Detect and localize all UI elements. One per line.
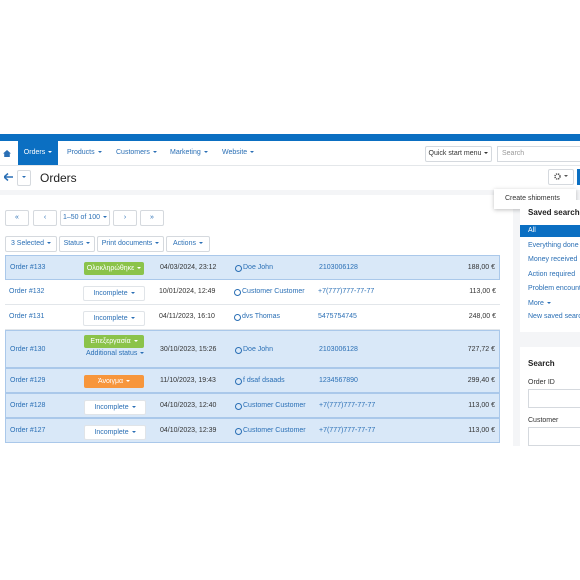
- back-arrow[interactable]: [4, 173, 13, 181]
- toolbar-button[interactable]: 3 Selected: [5, 236, 57, 252]
- customer-icon: [235, 265, 242, 272]
- saved-search[interactable]: New saved search: [528, 313, 580, 320]
- toolbar-button[interactable]: Actions: [166, 236, 210, 252]
- saved-searches-title: Saved searches: [528, 208, 580, 217]
- order-id[interactable]: Order #131: [9, 313, 45, 320]
- quick-start-button[interactable]: Quick start menu: [425, 146, 492, 162]
- order-date: 04/03/2024, 23:12: [160, 264, 217, 271]
- field-label: Order ID: [528, 379, 555, 386]
- saved-search[interactable]: Money received: [528, 256, 578, 263]
- home-icon[interactable]: [3, 150, 11, 157]
- status-badge[interactable]: Incomplete: [84, 400, 146, 415]
- saved-search[interactable]: Everything done: [528, 242, 579, 249]
- order-row[interactable]: Order #132 Incomplete 10/01/2024, 12:49 Cus…: [5, 280, 500, 305]
- order-total: 248,00 €: [468, 313, 496, 320]
- customer-icon: [235, 378, 242, 385]
- customer-phone[interactable]: +7(777)777-77-77: [318, 288, 375, 295]
- order-row[interactable]: Order #127 Incomplete 04/10/2023, 12:39 Cus…: [5, 418, 500, 443]
- status-badge[interactable]: Incomplete: [84, 425, 146, 440]
- toolbar-button[interactable]: Print documents: [97, 236, 164, 252]
- nav-item[interactable]: Products: [67, 141, 102, 165]
- customer-phone[interactable]: 2103006128: [319, 345, 358, 353]
- status-badge[interactable]: Επεξεργασία: [84, 335, 144, 348]
- customer-phone[interactable]: 5475754745: [318, 313, 357, 320]
- order-date: 04/11/2023, 16:10: [159, 313, 215, 320]
- status-badge[interactable]: Incomplete: [83, 286, 145, 301]
- order-id[interactable]: Order #129: [10, 377, 46, 384]
- saved-searches-panel: [520, 200, 580, 332]
- additional-status[interactable]: Additional status: [86, 350, 144, 357]
- order-row[interactable]: Order #130 Επεξεργασία Additional status 30…: [5, 330, 500, 368]
- order-row[interactable]: Order #128 Incomplete 04/10/2023, 12:40 Cus…: [5, 393, 500, 418]
- order-date: 04/10/2023, 12:40: [160, 402, 217, 409]
- status-badge[interactable]: Incomplete: [83, 311, 145, 326]
- order-id[interactable]: Order #130: [10, 345, 46, 353]
- page-last[interactable]: »: [140, 210, 164, 226]
- order-id[interactable]: Order #132: [9, 288, 45, 295]
- status-badge[interactable]: Ολοκληρώθηκε: [84, 262, 144, 275]
- search-title: Search: [528, 359, 555, 368]
- customer-name[interactable]: Customer Customer: [242, 288, 305, 295]
- customer-name[interactable]: dvs Thomas: [242, 313, 280, 320]
- order-total: 299,40 €: [467, 377, 495, 384]
- customer-phone[interactable]: 1234567890: [319, 377, 358, 384]
- order-total: 113,00 €: [468, 402, 495, 409]
- order-id[interactable]: Order #128: [10, 402, 46, 409]
- nav-item[interactable]: Customers: [116, 141, 157, 165]
- order-date: 30/10/2023, 15:26: [160, 345, 217, 353]
- order-date: 11/10/2023, 19:43: [160, 377, 216, 384]
- order-row[interactable]: Order #133 Ολοκληρώθηκε 04/03/2024, 23:12 D…: [5, 255, 500, 280]
- customer-icon: [234, 314, 241, 321]
- nav-item[interactable]: Website: [222, 141, 254, 165]
- order-total: 113,00 €: [469, 288, 496, 295]
- order-id-input[interactable]: [528, 389, 580, 408]
- customer-name[interactable]: Customer Customer: [243, 427, 306, 434]
- page-range[interactable]: 1–50 of 100: [60, 210, 110, 226]
- primary-button[interactable]: [577, 169, 580, 185]
- saved-search[interactable]: Problem encountered: [528, 285, 580, 292]
- page-prev[interactable]: ‹: [33, 210, 57, 226]
- order-row[interactable]: Order #131 Incomplete 04/11/2023, 16:10 dvs…: [5, 305, 500, 330]
- nav-item[interactable]: Orders: [18, 141, 58, 165]
- customer-icon: [235, 346, 242, 354]
- customer-phone[interactable]: +7(777)777-77-77: [319, 402, 376, 409]
- order-total: 727,72 €: [467, 345, 495, 353]
- saved-search[interactable]: All: [520, 225, 580, 237]
- top-strip: [0, 134, 580, 141]
- customer-name[interactable]: Doe John: [243, 264, 273, 271]
- order-total: 188,00 €: [467, 264, 495, 271]
- page-title: Orders: [40, 171, 77, 185]
- search-panel: [520, 347, 580, 446]
- customer-phone[interactable]: +7(777)777-77-77: [319, 427, 376, 434]
- customer-name[interactable]: Customer Customer: [243, 402, 306, 409]
- order-id[interactable]: Order #127: [10, 427, 46, 434]
- saved-search[interactable]: More: [528, 300, 551, 307]
- order-id[interactable]: Order #133: [10, 264, 46, 271]
- search-input[interactable]: Search: [497, 146, 580, 162]
- page-first[interactable]: «: [5, 210, 29, 226]
- customer-icon: [235, 428, 242, 435]
- customer-icon: [234, 289, 241, 296]
- nav-item[interactable]: Marketing: [170, 141, 208, 165]
- status-badge[interactable]: Άνοιγμα: [84, 375, 144, 388]
- customer-phone[interactable]: 2103006128: [319, 264, 358, 271]
- toolbar-button[interactable]: Status: [59, 236, 95, 252]
- field-label: Customer: [528, 417, 559, 424]
- title-dropdown[interactable]: [17, 170, 31, 186]
- customer-name[interactable]: f dsaf dsaads: [243, 377, 285, 384]
- order-total: 113,00 €: [468, 427, 495, 434]
- customer-input[interactable]: [528, 427, 580, 446]
- order-date: 10/01/2024, 12:49: [159, 288, 216, 295]
- customer-name[interactable]: Doe John: [243, 345, 273, 353]
- saved-search[interactable]: Action required: [528, 271, 576, 278]
- order-date: 04/10/2023, 12:39: [160, 427, 217, 434]
- page-next[interactable]: ›: [113, 210, 137, 226]
- gear-button[interactable]: [548, 169, 574, 185]
- customer-icon: [235, 403, 242, 410]
- order-row[interactable]: Order #129 Άνοιγμα 11/10/2023, 19:43 f dsaf…: [5, 368, 500, 393]
